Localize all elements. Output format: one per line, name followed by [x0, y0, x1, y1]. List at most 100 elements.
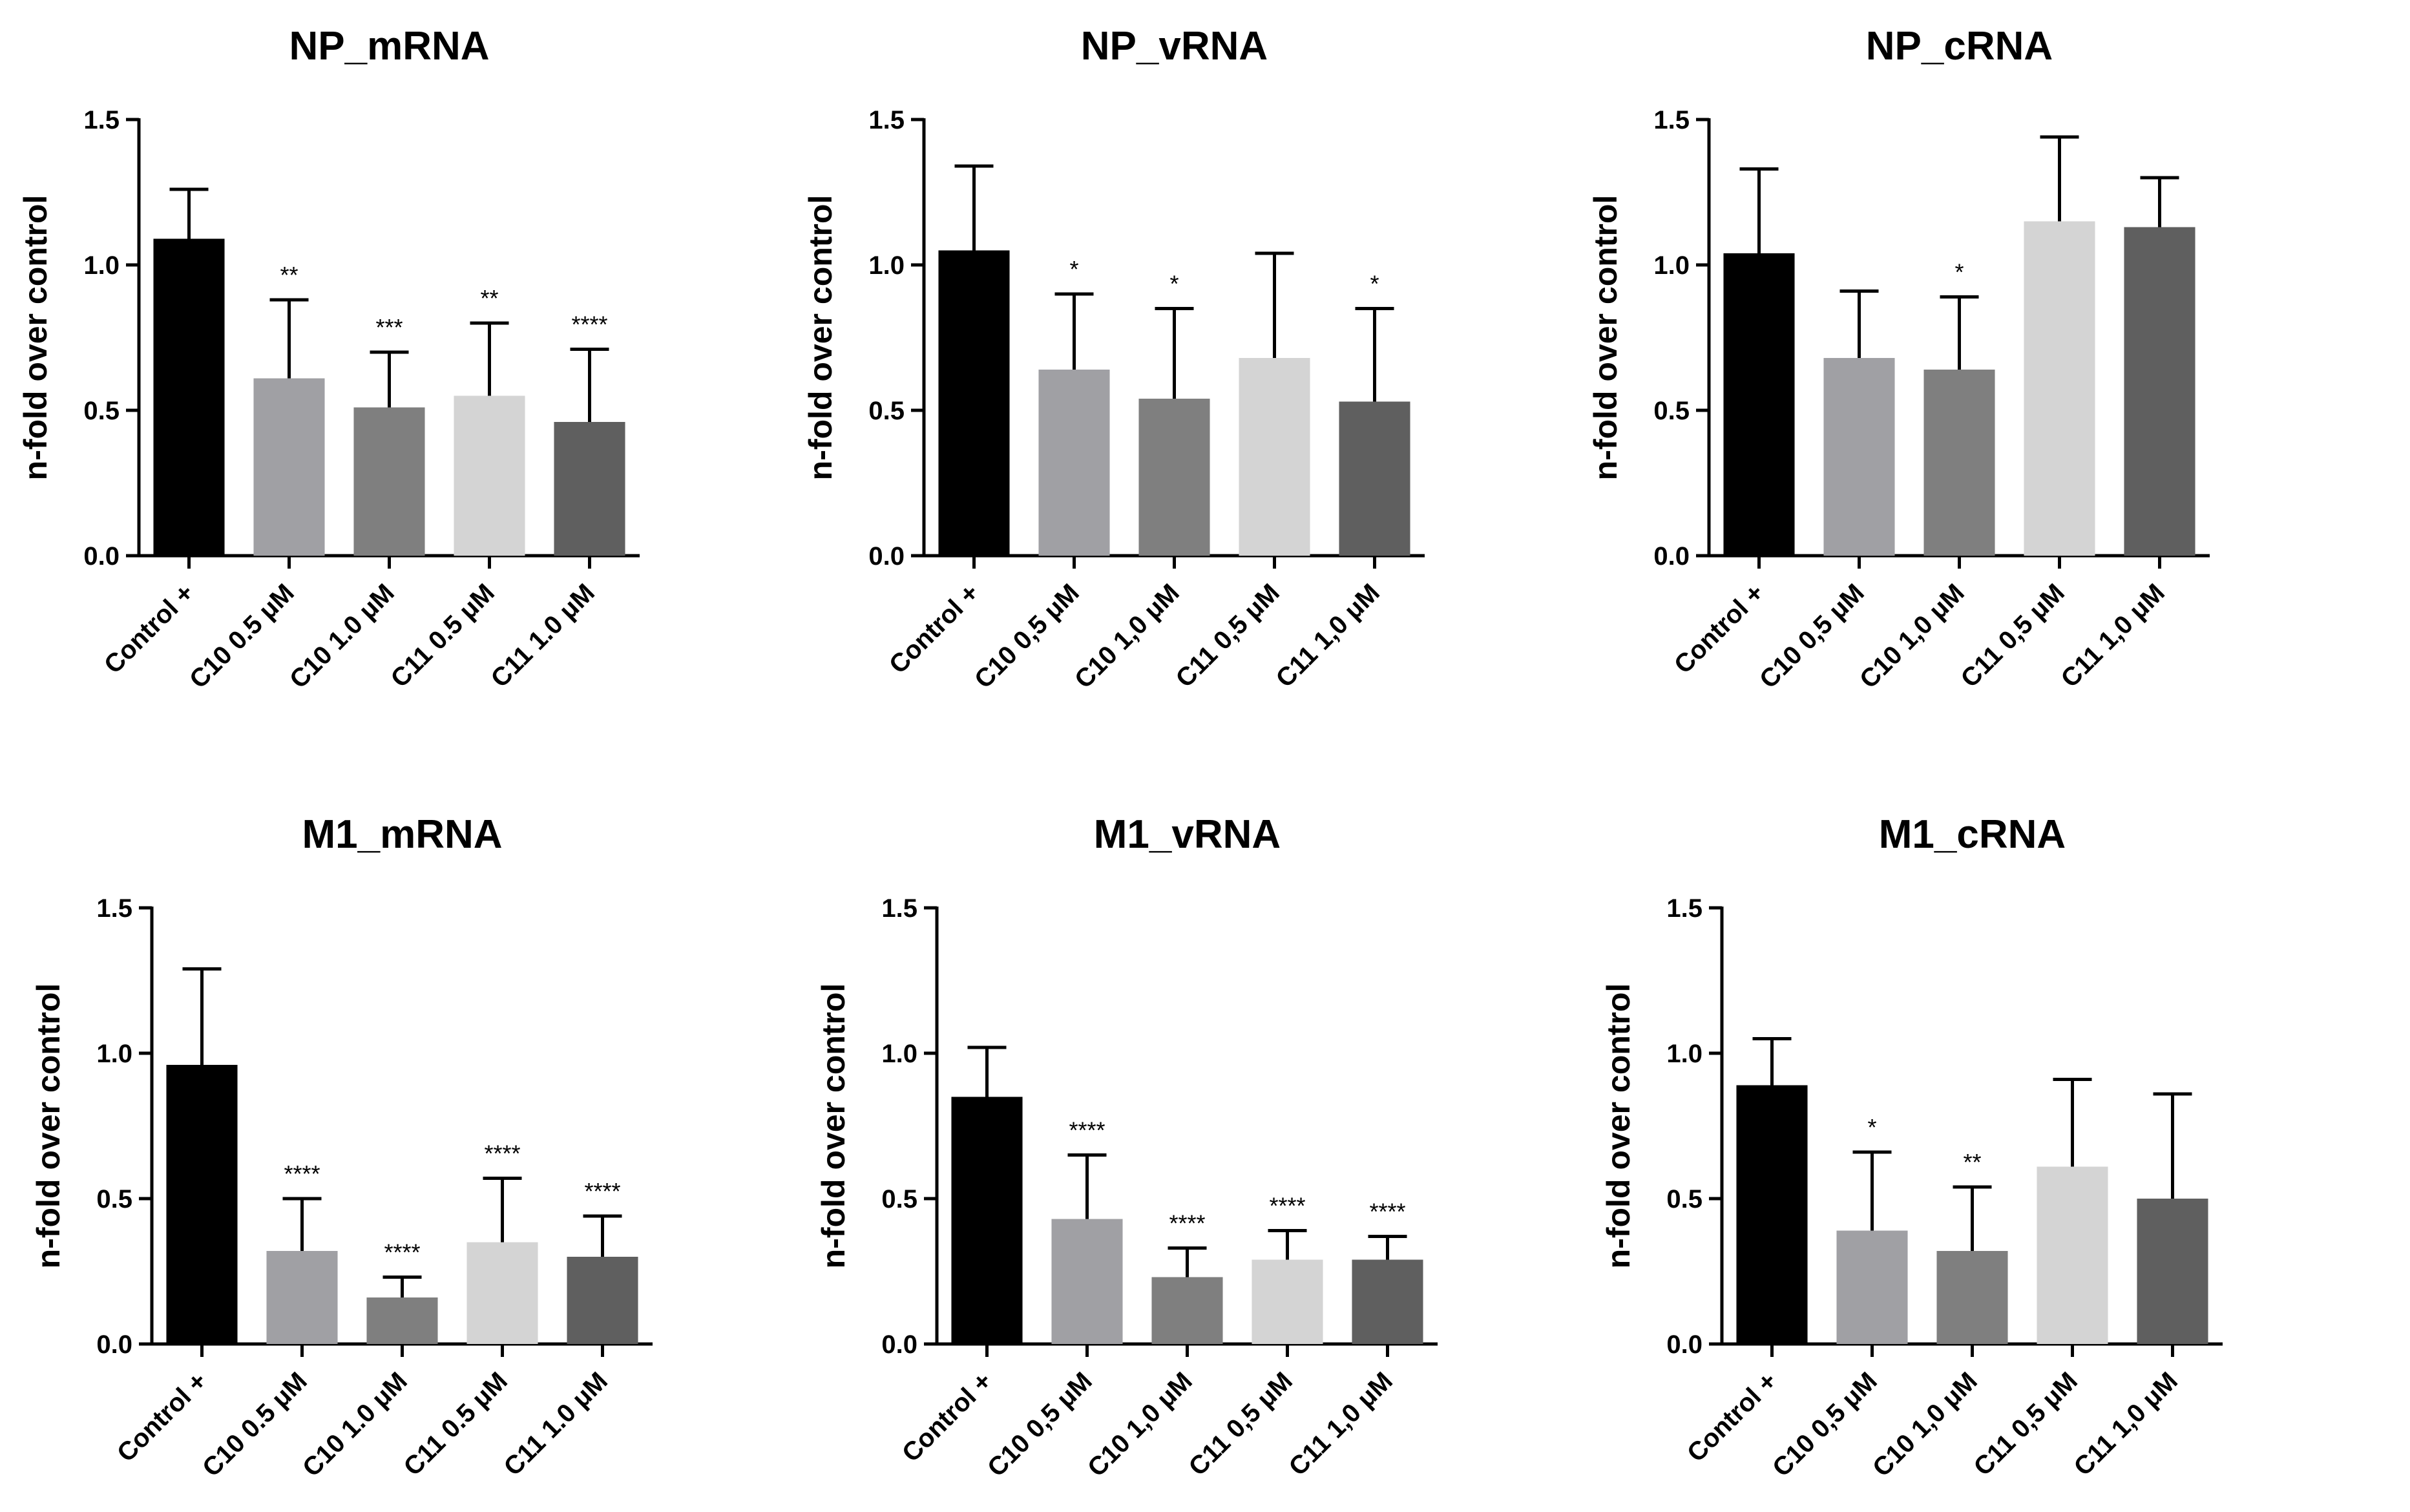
- chart-panel-5: M1_vRNA n-fold over control 0.0 0.5 1.0 1.5 Co…: [815, 812, 1438, 1482]
- x-tick-label: C11 0,5 μM: [1956, 578, 2070, 693]
- x-tick-label: C11 0.5 μM: [386, 578, 500, 693]
- y-tick-label: 1.0: [1666, 1040, 1703, 1068]
- significance-label: **: [1963, 1149, 1981, 1175]
- chart-panel-1: NP_mRNA n-fold over control 0.0 0.5 1.0 1.5 Co…: [17, 24, 640, 694]
- bar: [554, 422, 625, 556]
- y-tick-label: 0.5: [881, 1185, 917, 1213]
- x-tick-label: C11 1,0 μM: [1271, 578, 1385, 693]
- significance-label: *: [1069, 256, 1078, 282]
- significance-label: **: [280, 262, 298, 288]
- y-axis-label: n-fold over control: [1600, 983, 1637, 1269]
- y-tick-label: 0.0: [96, 1330, 132, 1359]
- bar: [1836, 1230, 1908, 1344]
- y-tick-label: 1.5: [868, 106, 905, 134]
- significance-label: ****: [484, 1140, 520, 1167]
- chart-title: NP_cRNA: [1866, 24, 2053, 68]
- y-tick-label: 0.5: [1666, 1185, 1703, 1213]
- chart-title: M1_vRNA: [1094, 812, 1281, 857]
- x-tick-label: Control +: [884, 578, 985, 679]
- x-tick-label: Control +: [112, 1367, 213, 1467]
- bar: [153, 238, 225, 556]
- bar: [2024, 221, 2095, 556]
- significance-label: ****: [1369, 1199, 1405, 1225]
- chart-title: NP_mRNA: [289, 24, 489, 68]
- bar: [938, 250, 1010, 556]
- bar: [1936, 1251, 2008, 1344]
- bar: [1239, 358, 1310, 556]
- x-tick-label: C11 0,5 μM: [1184, 1367, 1298, 1481]
- bar: [2137, 1199, 2208, 1344]
- y-tick-label: 1.0: [1653, 251, 1690, 280]
- significance-label: **: [480, 285, 498, 311]
- bar: [1339, 401, 1410, 556]
- significance-label: ****: [571, 311, 607, 338]
- x-tick-label: C10 0.5 μM: [184, 578, 300, 694]
- x-tick-label: C11 0,5 μM: [1969, 1367, 2083, 1481]
- bar: [1352, 1259, 1423, 1344]
- bar: [567, 1257, 638, 1344]
- y-tick-label: 1.0: [881, 1040, 917, 1068]
- y-tick-label: 0.5: [868, 397, 905, 425]
- x-tick-label: C10 1,0 μM: [1854, 578, 1970, 694]
- bar: [1038, 370, 1110, 556]
- y-tick-label: 0.0: [1666, 1330, 1703, 1359]
- chart-title: NP_vRNA: [1081, 24, 1268, 68]
- x-tick-label: C10 1.0 μM: [297, 1367, 413, 1482]
- significance-label: ****: [1069, 1117, 1105, 1144]
- significance-label: ***: [375, 314, 403, 341]
- y-axis-label: n-fold over control: [802, 195, 839, 481]
- significance-label: *: [1867, 1114, 1876, 1140]
- y-tick-label: 1.0: [96, 1040, 132, 1068]
- x-tick-label: C11 1,0 μM: [1284, 1367, 1398, 1481]
- bar: [454, 395, 525, 556]
- bar: [1252, 1259, 1323, 1344]
- x-tick-label: C11 0.5 μM: [399, 1367, 513, 1481]
- significance-label: ****: [284, 1160, 320, 1187]
- x-tick-label: C11 0,5 μM: [1171, 578, 1285, 693]
- y-tick-label: 0.0: [83, 542, 120, 571]
- bar: [2037, 1166, 2108, 1344]
- bar: [466, 1242, 538, 1344]
- x-tick-label: C11 1.0 μM: [499, 1367, 613, 1481]
- bar: [1051, 1219, 1123, 1344]
- chart-panel-2: NP_vRNA n-fold over control 0.0 0.5 1.0 1.5 Co…: [802, 24, 1425, 694]
- y-tick-label: 1.5: [881, 894, 917, 923]
- y-tick-label: 1.0: [868, 251, 905, 280]
- significance-label: *: [1370, 271, 1379, 297]
- chart-panel-6: M1_cRNA n-fold over control 0.0 0.5 1.0 1.5 Co…: [1600, 812, 2223, 1482]
- bar: [1823, 358, 1895, 556]
- bar: [1138, 399, 1210, 556]
- bar: [366, 1297, 438, 1344]
- chart-title: M1_mRNA: [302, 812, 502, 857]
- bar: [166, 1065, 238, 1344]
- y-tick-label: 1.5: [1653, 106, 1690, 134]
- x-tick-label: C10 1,0 μM: [1082, 1367, 1198, 1482]
- bar: [1151, 1277, 1223, 1344]
- significance-label: ****: [384, 1239, 420, 1266]
- x-tick-label: C10 1,0 μM: [1069, 578, 1185, 694]
- y-tick-label: 0.5: [96, 1185, 132, 1213]
- x-tick-label: C11 1.0 μM: [486, 578, 600, 693]
- bar: [253, 378, 325, 556]
- bar: [1736, 1085, 1808, 1344]
- y-tick-label: 0.0: [1653, 542, 1690, 571]
- x-tick-label: C10 1,0 μM: [1867, 1367, 1983, 1482]
- x-tick-label: C11 1,0 μM: [2056, 578, 2170, 693]
- y-tick-label: 1.5: [83, 106, 120, 134]
- bar: [951, 1097, 1023, 1344]
- x-tick-label: C10 0.5 μM: [197, 1367, 313, 1482]
- x-tick-label: C10 0,5 μM: [1767, 1367, 1883, 1482]
- significance-label: ****: [1169, 1210, 1205, 1237]
- y-tick-label: 1.0: [83, 251, 120, 280]
- y-tick-label: 0.0: [881, 1330, 917, 1359]
- y-tick-label: 1.5: [1666, 894, 1703, 923]
- significance-label: *: [1954, 259, 1964, 286]
- y-tick-label: 1.5: [96, 894, 132, 923]
- y-tick-label: 0.0: [868, 542, 905, 571]
- y-axis-label: n-fold over control: [17, 195, 54, 481]
- chart-title: M1_cRNA: [1879, 812, 2066, 857]
- x-tick-label: C10 1.0 μM: [284, 578, 400, 694]
- x-tick-label: Control +: [897, 1367, 998, 1467]
- chart-panel-3: NP_cRNA n-fold over control 0.0 0.5 1.0 1.5 Co…: [1587, 24, 2210, 694]
